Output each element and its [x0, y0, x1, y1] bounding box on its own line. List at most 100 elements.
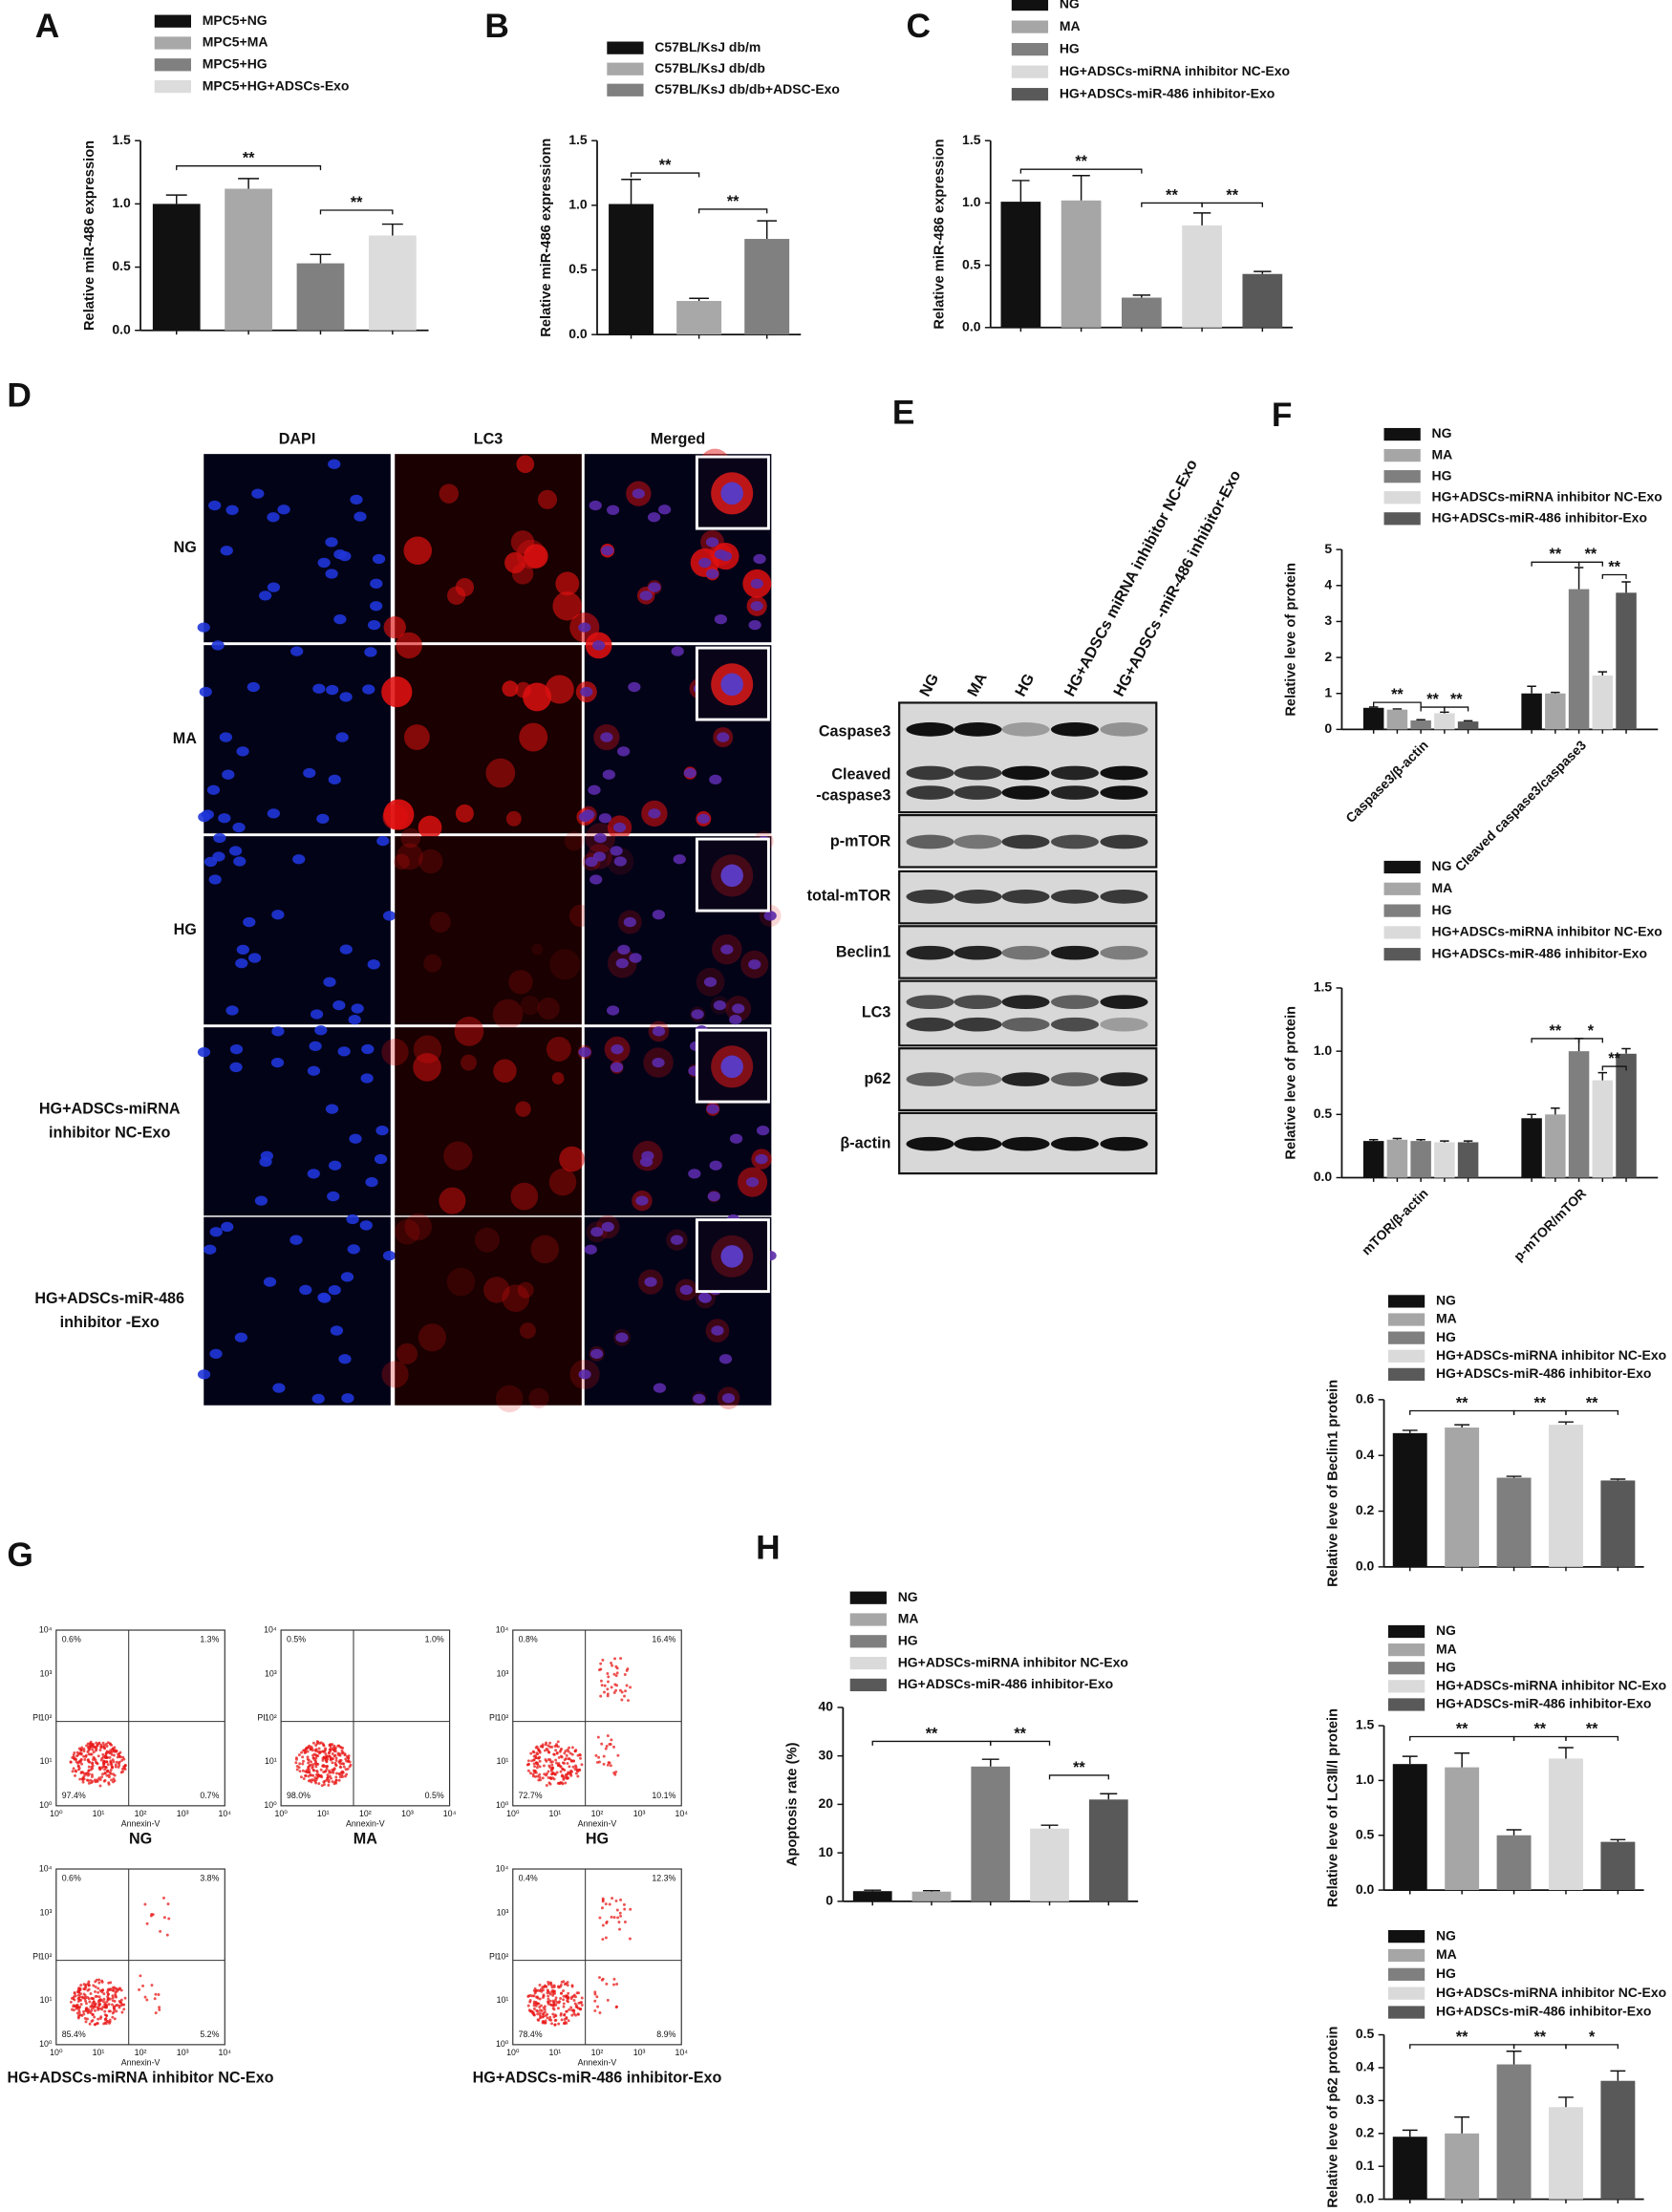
event-dot	[167, 1917, 171, 1921]
nucleus	[367, 959, 380, 970]
nucleus	[211, 640, 225, 651]
event-dot	[90, 2008, 94, 2012]
event-dot	[104, 2017, 108, 2020]
blot-band	[1051, 785, 1099, 800]
event-dot	[342, 1762, 346, 1766]
nucleus	[639, 591, 653, 601]
error-bar	[1440, 1140, 1449, 1143]
nucleus	[711, 1325, 724, 1336]
event-dot	[528, 1772, 532, 1775]
lc3-signal	[552, 591, 582, 621]
event-dot	[121, 1755, 125, 1759]
event-dot	[111, 1996, 115, 2000]
event-dot	[104, 1756, 108, 1760]
event-dot	[553, 1772, 557, 1776]
event-dot	[77, 2010, 81, 2014]
significance-bracket	[1577, 1038, 1603, 1043]
event-dot	[77, 1989, 80, 1993]
event-dot	[95, 1741, 98, 1745]
nucleus	[729, 1015, 742, 1025]
event-dot	[580, 1996, 584, 2000]
event-dot	[84, 1983, 88, 1987]
event-dot	[143, 1902, 147, 1906]
significance-label: **	[1533, 1394, 1546, 1411]
legend-swatch	[1387, 2006, 1425, 2019]
nucleus	[375, 1125, 389, 1136]
event-dot	[536, 1763, 540, 1767]
event-dot	[623, 1920, 627, 1923]
bar	[1592, 675, 1614, 730]
x-tick-label: 10³	[633, 2048, 646, 2057]
event-dot	[96, 2017, 100, 2021]
event-dot	[575, 1768, 579, 1772]
nucleus	[328, 1284, 341, 1296]
blot-band	[906, 1072, 954, 1086]
lc3-signal	[403, 724, 430, 751]
event-dot	[84, 2020, 88, 2024]
bar-chart: C57BL/KsJ db/m C57BL/KsJ db/db C57BL/KsJ d…	[539, 39, 840, 341]
error-bar	[1368, 1139, 1379, 1142]
event-dot	[84, 2009, 88, 2013]
event-dot	[74, 1994, 77, 1998]
event-dot	[538, 1997, 542, 2001]
event-dot	[576, 2012, 580, 2016]
event-dot	[610, 1915, 613, 1919]
event-dot	[91, 1779, 95, 1783]
event-dot	[329, 1745, 332, 1749]
event-dot	[114, 1990, 118, 1994]
nucleus	[236, 944, 249, 956]
event-dot	[542, 1994, 546, 1998]
event-dot	[593, 2008, 597, 2012]
nucleus	[647, 512, 661, 523]
nucleus	[309, 1041, 322, 1052]
event-dot	[557, 1762, 561, 1766]
event-dot	[555, 1751, 559, 1755]
x-axis-label: Annexin-V	[121, 2057, 161, 2067]
event-dot	[101, 2000, 105, 2004]
event-dot	[86, 2017, 89, 2021]
event-dot	[548, 1745, 552, 1749]
lc3-signal	[474, 1227, 500, 1253]
event-dot	[612, 1745, 615, 1749]
event-dot	[91, 2005, 95, 2008]
event-dot	[141, 1984, 145, 1987]
event-dot	[562, 2005, 566, 2008]
significance-label: **	[1533, 1720, 1546, 1737]
event-dot	[618, 1688, 622, 1692]
event-dot	[79, 1771, 83, 1774]
event-dot	[568, 1765, 571, 1769]
x-tick-label: 10⁰	[506, 2048, 520, 2057]
event-dot	[601, 1923, 605, 1927]
event-dot	[534, 2002, 538, 2006]
event-dot	[316, 1750, 320, 1753]
lc3-signal	[519, 1322, 536, 1340]
lc3-signal	[548, 1168, 577, 1196]
event-dot	[606, 1672, 610, 1675]
lc3-signal	[564, 830, 584, 851]
event-dot	[532, 2007, 536, 2010]
event-dot	[110, 1763, 114, 1767]
micrograph	[575, 632, 772, 840]
event-dot	[106, 1770, 110, 1773]
nucleus	[317, 557, 331, 569]
event-dot	[87, 1984, 91, 1987]
event-dot	[611, 1664, 614, 1667]
significance-label: **	[1456, 1394, 1468, 1411]
error-bar	[1506, 2051, 1522, 2065]
event-dot	[299, 1775, 303, 1779]
event-dot	[79, 2003, 83, 2007]
lc3-signal	[383, 799, 415, 830]
event-dot	[532, 1758, 536, 1762]
event-dot	[578, 1752, 582, 1756]
blot-band	[1100, 1017, 1148, 1032]
event-dot	[547, 1983, 550, 1987]
legend-label: HG+ADSCs-miR-486 inhibitor-Exo	[1432, 945, 1647, 960]
event-dot	[100, 1756, 104, 1760]
error-bar	[1558, 1747, 1574, 1759]
bar	[1445, 2133, 1480, 2200]
legend-label: HG+ADSCs-miR-486 inhibitor-Exo	[1436, 1696, 1651, 1711]
nucleus	[615, 957, 629, 969]
